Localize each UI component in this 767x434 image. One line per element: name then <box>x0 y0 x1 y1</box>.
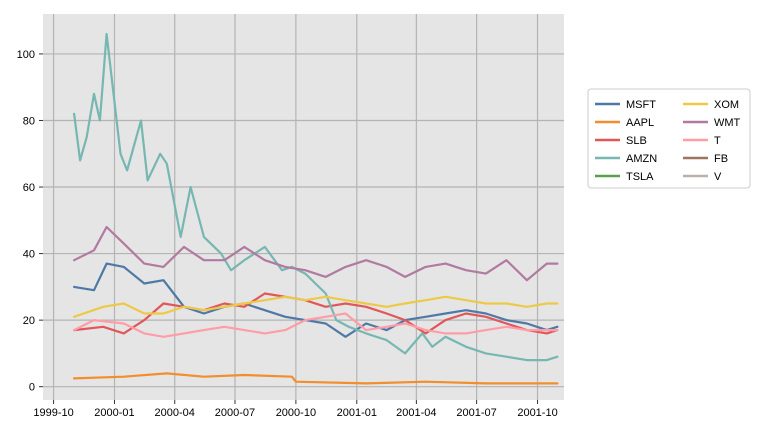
x-tick-label: 2000-07 <box>215 407 255 419</box>
legend-label-xom: XOM <box>714 99 739 111</box>
axes: 1999-10 2000-01 2000-04 2000-07 2000-10 2001-… <box>17 49 558 419</box>
series-line-slb <box>72 292 559 335</box>
x-tick-label: 2000-10 <box>276 407 316 419</box>
series-line-amzn <box>72 32 559 362</box>
series-line-wmt <box>72 225 559 282</box>
grid <box>43 14 564 400</box>
legend-label-v: V <box>714 171 722 183</box>
y-tick-label: 80 <box>23 115 35 127</box>
series-line-t <box>72 312 559 338</box>
y-tick-label: 60 <box>23 182 35 194</box>
legend-label-amzn: AMZN <box>626 153 657 165</box>
plot-background <box>43 14 564 400</box>
y-tick-label: 100 <box>17 49 35 61</box>
series-lines <box>72 32 559 385</box>
x-tick-label: 2001-01 <box>337 407 377 419</box>
x-tick-label: 2000-04 <box>155 407 195 419</box>
y-tick-label: 20 <box>23 315 35 327</box>
legend-label-fb: FB <box>714 153 728 165</box>
legend-label-t: T <box>714 135 721 147</box>
series-line-xom <box>72 295 559 318</box>
series-line-msft <box>72 262 559 338</box>
y-tick-label: 0 <box>29 382 35 394</box>
legend-label-wmt: WMT <box>714 117 741 129</box>
legend-box <box>587 88 751 189</box>
x-tick-label: 2001-07 <box>456 407 496 419</box>
x-tick-label: 2000-01 <box>94 407 134 419</box>
series-line-aapl <box>72 372 559 385</box>
x-tick-label: 2001-04 <box>396 407 436 419</box>
x-tick-label: 2001-10 <box>517 407 557 419</box>
legend-label-aapl: AAPL <box>626 117 654 129</box>
y-tick-label: 40 <box>23 249 35 261</box>
legend-label-slb: SLB <box>626 135 647 147</box>
legend: MSFT AAPL SLB AMZN TSLA XOM WMT T FB V <box>587 88 751 189</box>
x-tick-label: 1999-10 <box>33 407 73 419</box>
legend-label-msft: MSFT <box>626 99 656 111</box>
legend-label-tsla: TSLA <box>626 171 654 183</box>
